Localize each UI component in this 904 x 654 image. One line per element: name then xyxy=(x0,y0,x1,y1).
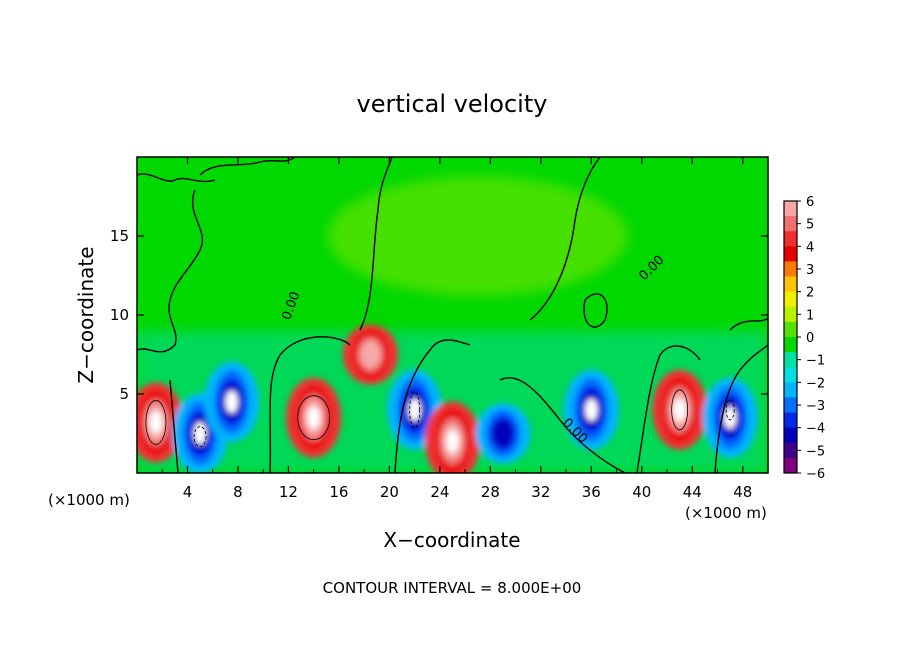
colorbar-tick-label-3: 3 xyxy=(806,263,814,278)
x-tick-label-32: 32 xyxy=(531,483,550,501)
contour-zero-line-2 xyxy=(269,336,351,473)
contour-zero-line-8 xyxy=(714,344,768,473)
colorbar-tick-label-4: 2 xyxy=(806,286,814,301)
contour-zero-line-11 xyxy=(199,157,296,176)
updraft-cell-0 xyxy=(137,382,184,463)
contour-dashed-1 xyxy=(409,391,421,429)
colorbar-swatch-1 xyxy=(784,216,797,232)
colorbar-swatch-9 xyxy=(784,337,797,353)
colorbar-swatch-4 xyxy=(784,261,797,278)
colorbar-swatch-2 xyxy=(784,231,797,247)
x-unit-left: (×1000 m) xyxy=(48,491,130,509)
colorbar-swatch-13 xyxy=(784,397,797,414)
plot-area: 0.000.000.00 xyxy=(137,157,768,473)
y-axis-label: Z−coordinate xyxy=(74,246,98,383)
colorbar-swatch-17 xyxy=(784,457,797,474)
downdraft-cell-5 xyxy=(387,369,443,450)
y-tick-label-5: 5 xyxy=(119,385,129,403)
colorbar-swatch-5 xyxy=(784,276,797,293)
colorbar-swatch-11 xyxy=(784,367,797,383)
downdraft-cell-10 xyxy=(702,377,758,458)
x-tick-label-24: 24 xyxy=(430,483,449,501)
chart-title: vertical velocity xyxy=(357,90,548,118)
colorbar: 6 5 4 3 2 1 0 −1 −2 −3 −4 −5 −6 xyxy=(783,195,825,482)
colorbar-swatch-0 xyxy=(784,201,797,217)
x-tick-label-12: 12 xyxy=(279,483,298,501)
y-tick-label-15: 15 xyxy=(110,227,129,245)
downdraft-cell-8 xyxy=(563,369,619,450)
colorbar-tick-label-11: −5 xyxy=(806,444,825,459)
colorbar-tick-label-12: −6 xyxy=(806,467,825,482)
contour-inner-2 xyxy=(671,389,689,431)
updraft-cell-6 xyxy=(425,401,480,473)
colorbar-tick-label-5: 1 xyxy=(806,308,814,323)
colorbar-swatch-3 xyxy=(784,246,797,262)
colorbar-swatch-14 xyxy=(784,412,797,429)
contour-zero-line-3 xyxy=(359,157,393,331)
contour-zero-line-12 xyxy=(729,317,768,331)
x-tick-label-48: 48 xyxy=(733,483,752,501)
contour-inner-0 xyxy=(145,400,167,445)
colorbar-swatch-12 xyxy=(784,382,797,398)
updraft-cell-3 xyxy=(286,377,342,458)
contour-dashed-0 xyxy=(193,426,207,448)
downdraft-cell-2 xyxy=(204,361,260,442)
y-tick-label-10: 10 xyxy=(110,306,129,324)
colorbar-tick-label-10: −4 xyxy=(806,422,825,437)
colorbar-swatch-10 xyxy=(784,352,797,368)
x-axis-label: X−coordinate xyxy=(383,528,520,552)
contour-zero-line-6 xyxy=(529,157,601,321)
colorbar-tick-label-1: 5 xyxy=(806,218,814,233)
colorbar-tick-label-6: 0 xyxy=(806,331,814,346)
contour-zero-line-7 xyxy=(636,345,701,473)
x-tick-label-36: 36 xyxy=(582,483,601,501)
x-tick-label-44: 44 xyxy=(683,483,702,501)
contour-zero-line-1 xyxy=(169,379,179,473)
x-tick-label-16: 16 xyxy=(329,483,348,501)
x-tick-label-20: 20 xyxy=(380,483,399,501)
colorbar-swatch-16 xyxy=(784,442,797,459)
downdraft-cell-7 xyxy=(475,403,531,464)
field-upper-band xyxy=(327,176,628,296)
contour-zero-line-0 xyxy=(137,189,203,353)
colorbar-tick-label-0: 6 xyxy=(806,195,814,210)
colorbar-tick-label-2: 4 xyxy=(806,240,814,255)
footer-contour-interval: CONTOUR INTERVAL = 8.000E+00 xyxy=(323,579,582,597)
colorbar-swatch-6 xyxy=(784,291,797,308)
x-tick-label-4: 4 xyxy=(183,483,193,501)
colorbar-tick-label-9: −3 xyxy=(806,399,825,414)
x-unit-right: (×1000 m) xyxy=(685,504,767,522)
contour-zero-line-9 xyxy=(583,293,608,328)
contour-zero-line-4 xyxy=(394,339,471,473)
colorbar-swatch-8 xyxy=(784,321,797,338)
colorbar-tick-label-8: −2 xyxy=(806,376,825,391)
x-tick-label-8: 8 xyxy=(233,483,243,501)
updraft-cell-4 xyxy=(342,324,398,385)
contour-zero-line-10 xyxy=(137,173,216,183)
colorbar-tick-label-7: −1 xyxy=(806,354,825,369)
contour-zero-line-5 xyxy=(499,377,626,473)
contour-dashed-2 xyxy=(725,399,735,421)
updraft-cell-9 xyxy=(652,369,708,450)
x-tick-label-40: 40 xyxy=(632,483,651,501)
contour-inner-1 xyxy=(297,395,331,441)
colorbar-swatch-15 xyxy=(784,427,797,444)
x-tick-label-28: 28 xyxy=(481,483,500,501)
colorbar-swatch-7 xyxy=(784,306,797,323)
